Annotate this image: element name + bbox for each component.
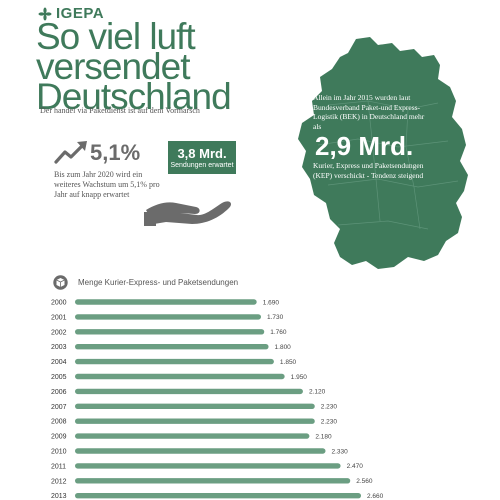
value-label: 2.230 (321, 419, 338, 426)
bar (75, 344, 269, 350)
chart-title: Menge Kurier-Express- und Paketsendungen (78, 278, 239, 287)
value-label: 1.800 (275, 344, 292, 351)
year-label: 2008 (51, 419, 67, 426)
shipment-bar-chart: 2000 1.690 2001 1.730 2002 1.760 2003 1.800 2004… (51, 299, 384, 500)
year-label: 2011 (51, 463, 66, 470)
shipment-badge: 3,8 Mrd. Sendungen erwartet (168, 141, 236, 174)
bar (75, 388, 303, 395)
map-info: Allein im Jahr 2015 wurden laut Bundesve… (313, 93, 433, 180)
bar (75, 299, 257, 305)
year-label: 2004 (51, 359, 67, 366)
shipment-value: 3,8 Mrd. (177, 146, 227, 161)
bar (75, 314, 262, 320)
bar (75, 329, 265, 335)
year-label: 2001 (51, 314, 67, 321)
bar (75, 403, 315, 409)
bar (75, 358, 274, 365)
value-label: 2.330 (332, 448, 349, 455)
year-label: 2002 (51, 329, 67, 336)
bar (75, 373, 285, 380)
map-info-value: 2,9 Mrd. (315, 131, 414, 161)
bar (75, 478, 351, 484)
map-info-outro: Kurier, Express und Paketsendungen (KEP)… (313, 161, 424, 180)
value-label: 2.470 (347, 463, 364, 470)
hand-holding-icon (144, 201, 232, 226)
map-info-intro: Allein im Jahr 2015 wurden laut Bundesve… (313, 93, 425, 131)
year-label: 2003 (51, 344, 67, 351)
germany-map (298, 37, 468, 269)
bar (75, 493, 361, 499)
page-title: So viel luft versendet Deutschland (36, 16, 336, 117)
value-label: 2.120 (309, 389, 326, 396)
value-label: 2.660 (367, 493, 384, 500)
shipment-caption: Sendungen erwartet (170, 162, 234, 169)
year-label: 2007 (51, 404, 67, 411)
value-label: 1.760 (270, 329, 287, 336)
title-line-2: versendet (36, 46, 191, 87)
year-label: 2005 (51, 374, 67, 381)
bar (75, 418, 315, 424)
growth-note: Bis zum Jahr 2020 wird ein weiteres Wach… (54, 170, 160, 199)
year-label: 2006 (51, 389, 67, 396)
year-label: 2013 (51, 493, 67, 500)
year-label: 2009 (51, 434, 67, 441)
value-label: 2.560 (356, 478, 373, 485)
bar (75, 448, 326, 454)
value-label: 1.690 (263, 299, 280, 306)
growth-value: 5,1% (90, 140, 141, 165)
title-line-1: So viel luft (36, 16, 196, 57)
subtitle: Der handel via Paketdienst ist auf dem V… (40, 106, 200, 115)
value-label: 1.850 (280, 359, 297, 366)
value-label: 2.230 (321, 404, 338, 411)
year-label: 2012 (51, 478, 67, 485)
value-label: 1.950 (291, 374, 308, 381)
title-line-3: Deutschland (36, 76, 232, 117)
value-label: 1.730 (267, 314, 284, 321)
bar (75, 433, 310, 439)
brand-logo: IGEPA (38, 5, 104, 22)
value-label: 2.180 (315, 433, 332, 440)
leaf-logo-icon (38, 7, 52, 20)
package-pin-icon (53, 275, 68, 290)
bar (75, 463, 341, 469)
year-label: 2010 (51, 449, 67, 456)
year-label: 2000 (51, 300, 67, 307)
brand-name: IGEPA (56, 5, 105, 22)
trend-arrow-icon (54, 141, 87, 164)
